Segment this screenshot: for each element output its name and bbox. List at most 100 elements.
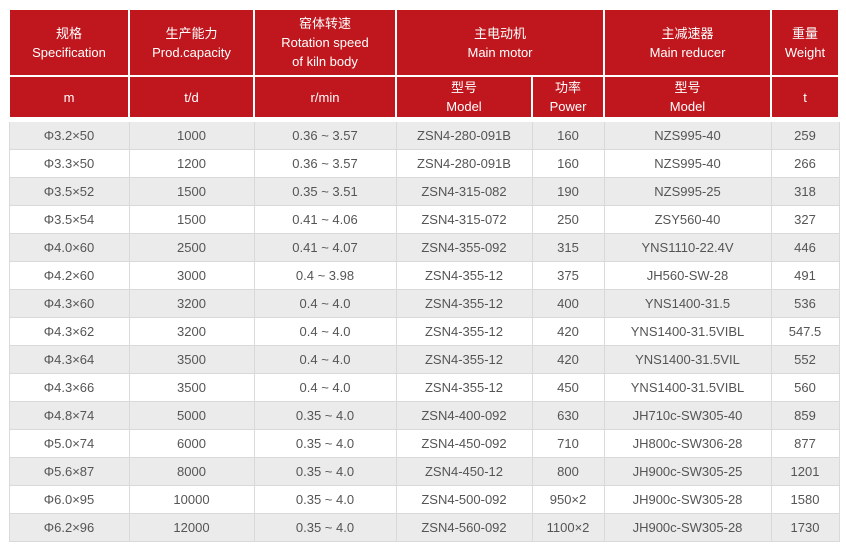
cell-rotation-speed: 0.4 ~ 4.0 [253, 373, 397, 402]
table-row: Φ4.3×62 3200 0.4 ~ 4.0 ZSN4-355-12 420 YNS140… [8, 317, 840, 346]
cell-rotation-speed: 0.41 ~ 4.07 [253, 233, 397, 262]
header-cell-capacity: 生产能力 Prod.capacity [128, 8, 255, 77]
header-line: Specification [32, 44, 106, 60]
cell-weight: 327 [770, 205, 840, 234]
cell-motor-power: 420 [531, 317, 605, 346]
cell-capacity: 6000 [128, 429, 255, 458]
unit-line: m [63, 89, 75, 105]
header-line: 主减速器 [661, 25, 714, 41]
cell-capacity: 1200 [128, 149, 255, 178]
cell-capacity: 1500 [128, 177, 255, 206]
cell-specification: Φ3.5×52 [8, 177, 130, 206]
cell-reducer-model: ZSY560-40 [603, 205, 772, 234]
cell-motor-power: 450 [531, 373, 605, 402]
cell-motor-model: ZSN4-450-12 [395, 457, 533, 486]
header-line: Weight [784, 44, 826, 60]
cell-weight: 859 [770, 401, 840, 430]
unit-cell-weight-unit: t [770, 75, 840, 122]
cell-capacity: 3200 [128, 317, 255, 346]
cell-reducer-model: JH900c-SW305-28 [603, 485, 772, 514]
unit-line: Model [446, 99, 482, 114]
unit-cell-motor-model: 型号 Model [395, 75, 533, 122]
header-line: 规格 [55, 25, 82, 41]
cell-motor-power: 375 [531, 261, 605, 290]
cell-capacity: 12000 [128, 513, 255, 542]
cell-rotation-speed: 0.36 ~ 3.57 [253, 149, 397, 178]
header-line: Rotation speed [281, 35, 369, 50]
header-cell-rotation-speed: 窑体转速 Rotation speed of kiln body [253, 8, 397, 77]
cell-weight: 266 [770, 149, 840, 178]
cell-capacity: 8000 [128, 457, 255, 486]
cell-motor-model: ZSN4-560-092 [395, 513, 533, 542]
cell-specification: Φ5.6×87 [8, 457, 130, 486]
unit-cell-specification-unit: m [8, 75, 130, 122]
cell-weight: 1201 [770, 457, 840, 486]
cell-motor-model: ZSN4-355-12 [395, 261, 533, 290]
cell-capacity: 5000 [128, 401, 255, 430]
cell-reducer-model: YNS1400-31.5 [603, 289, 772, 318]
table-row: Φ5.6×87 8000 0.35 ~ 4.0 ZSN4-450-12 800 JH900… [8, 457, 840, 486]
header-line: 重量 [791, 25, 818, 41]
table-container: 规格 Specification 生产能力 Prod.capacity 窑体转速 Rota… [8, 8, 840, 542]
cell-rotation-speed: 0.4 ~ 3.98 [253, 261, 397, 290]
cell-rotation-speed: 0.35 ~ 4.0 [253, 513, 397, 542]
table-row: Φ3.5×52 1500 0.35 ~ 3.51 ZSN4-315-082 190 NZS… [8, 177, 840, 206]
table-row: Φ4.0×60 2500 0.41 ~ 4.07 ZSN4-355-092 315 YNS… [8, 233, 840, 262]
cell-rotation-speed: 0.35 ~ 4.0 [253, 429, 397, 458]
table-row: Φ3.3×50 1200 0.36 ~ 3.57 ZSN4-280-091B 160 NZ… [8, 149, 840, 178]
cell-specification: Φ4.3×62 [8, 317, 130, 346]
unit-cell-capacity-unit: t/d [128, 75, 255, 122]
unit-cell-rotation-speed-unit: r/min [253, 75, 397, 122]
cell-rotation-speed: 0.4 ~ 4.0 [253, 317, 397, 346]
unit-line: r/min [310, 89, 340, 105]
cell-rotation-speed: 0.35 ~ 4.0 [253, 457, 397, 486]
cell-capacity: 10000 [128, 485, 255, 514]
cell-motor-model: ZSN4-355-12 [395, 373, 533, 402]
cell-specification: Φ4.3×66 [8, 373, 130, 402]
cell-motor-model: ZSN4-355-12 [395, 317, 533, 346]
cell-motor-power: 420 [531, 345, 605, 374]
cell-motor-power: 630 [531, 401, 605, 430]
cell-motor-power: 800 [531, 457, 605, 486]
cell-motor-model: ZSN4-355-12 [395, 345, 533, 374]
header-line: 窑体转速 [298, 16, 351, 31]
cell-reducer-model: YNS1400-31.5VIBL [603, 373, 772, 402]
unit-line: 功率 [554, 80, 581, 95]
cell-capacity: 3500 [128, 345, 255, 374]
cell-reducer-model: NZS995-40 [603, 149, 772, 178]
cell-motor-model: ZSN4-355-092 [395, 233, 533, 262]
cell-specification: Φ3.2×50 [8, 119, 130, 150]
unit-line: t [803, 89, 807, 105]
cell-motor-model: ZSN4-400-092 [395, 401, 533, 430]
cell-rotation-speed: 0.36 ~ 3.57 [253, 119, 397, 150]
table-row: Φ4.3×60 3200 0.4 ~ 4.0 ZSN4-355-12 400 YNS140… [8, 289, 840, 318]
cell-specification: Φ5.0×74 [8, 429, 130, 458]
cell-weight: 552 [770, 345, 840, 374]
cell-reducer-model: YNS1400-31.5VIBL [603, 317, 772, 346]
header-cell-specification: 规格 Specification [8, 8, 130, 77]
cell-weight: 560 [770, 373, 840, 402]
header-line: Main reducer [649, 44, 726, 60]
cell-capacity: 1500 [128, 205, 255, 234]
unit-line: t/d [184, 89, 199, 105]
table-row: Φ4.8×74 5000 0.35 ~ 4.0 ZSN4-400-092 630 JH71… [8, 401, 840, 430]
cell-weight: 1730 [770, 513, 840, 542]
cell-weight: 318 [770, 177, 840, 206]
table-row: Φ4.3×66 3500 0.4 ~ 4.0 ZSN4-355-12 450 YNS140… [8, 373, 840, 402]
cell-motor-power: 1100×2 [531, 513, 605, 542]
header-line: 主电动机 [473, 25, 526, 41]
cell-weight: 259 [770, 119, 840, 150]
table-row: Φ6.0×95 10000 0.35 ~ 4.0 ZSN4-500-092 950×2 J… [8, 485, 840, 514]
header-line: of kiln body [292, 54, 358, 69]
cell-motor-power: 160 [531, 119, 605, 150]
cell-rotation-speed: 0.4 ~ 4.0 [253, 289, 397, 318]
cell-motor-model: ZSN4-315-082 [395, 177, 533, 206]
cell-capacity: 3000 [128, 261, 255, 290]
header-cell-main-motor: 主电动机 Main motor [395, 8, 605, 77]
unit-line: Model [669, 99, 706, 114]
table-row: Φ3.5×54 1500 0.41 ~ 4.06 ZSN4-315-072 250 ZSY… [8, 205, 840, 234]
cell-specification: Φ3.5×54 [8, 205, 130, 234]
cell-rotation-speed: 0.35 ~ 3.51 [253, 177, 397, 206]
header-cell-main-reducer: 主减速器 Main reducer [603, 8, 772, 77]
